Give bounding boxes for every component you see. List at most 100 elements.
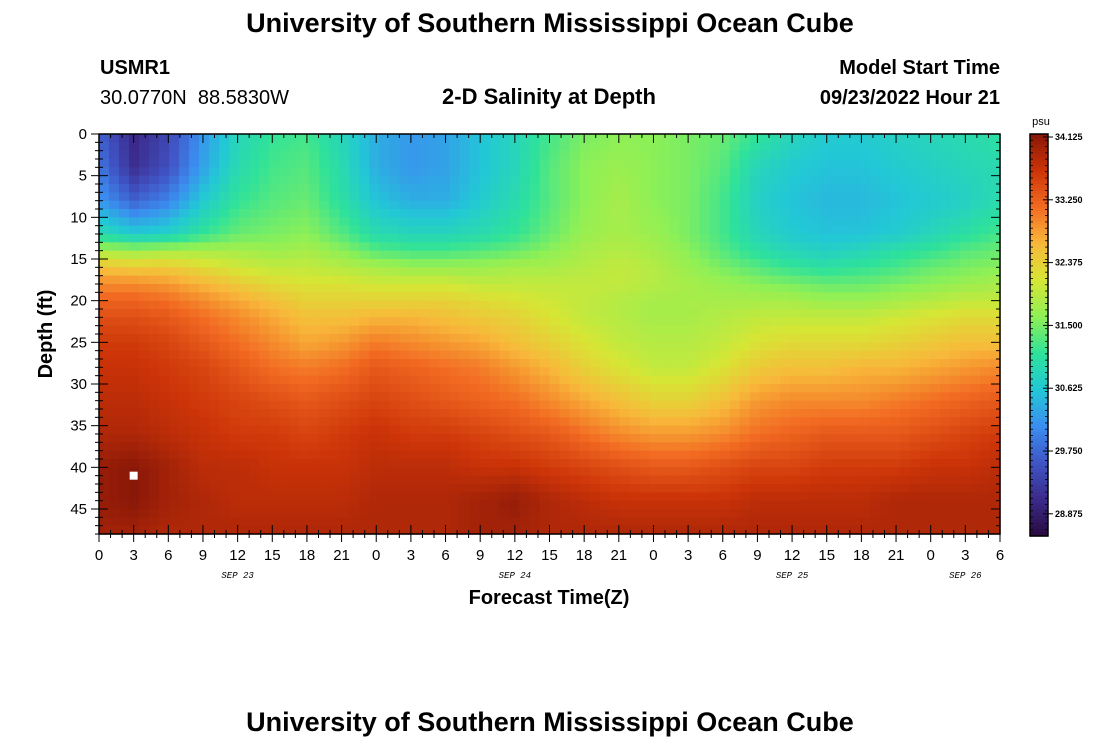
heatmap-cell bbox=[319, 517, 330, 527]
heatmap-cell bbox=[509, 384, 521, 393]
x-tick-label: 9 bbox=[476, 547, 484, 564]
heatmap-cell bbox=[109, 342, 120, 352]
heatmap-cell bbox=[199, 425, 210, 435]
heatmap-cell bbox=[369, 142, 380, 152]
heatmap-cell bbox=[859, 500, 871, 510]
colorbar-segment bbox=[1030, 160, 1048, 165]
heatmap-cell bbox=[119, 225, 130, 235]
heatmap-cell bbox=[479, 192, 491, 202]
heatmap-cell bbox=[979, 209, 991, 218]
heatmap-cell bbox=[729, 325, 741, 335]
heatmap-cell bbox=[539, 417, 551, 427]
colorbar-segment bbox=[1030, 137, 1048, 142]
heatmap-cell bbox=[909, 350, 921, 360]
heatmap-cell bbox=[599, 442, 611, 452]
heatmap-cell bbox=[429, 159, 440, 168]
heatmap-cell bbox=[379, 342, 390, 352]
heatmap-cell bbox=[349, 234, 360, 243]
heatmap-cell bbox=[589, 367, 601, 377]
heatmap-cell bbox=[269, 159, 280, 168]
heatmap-cell bbox=[769, 309, 781, 318]
heatmap-cell bbox=[989, 459, 1001, 468]
heatmap-cell bbox=[339, 167, 350, 177]
heatmap-cell bbox=[459, 434, 471, 443]
heatmap-cell bbox=[629, 175, 641, 185]
heatmap-cell bbox=[739, 317, 751, 327]
heatmap-cell bbox=[679, 150, 691, 160]
heatmap-cell bbox=[779, 425, 791, 435]
heatmap-cell bbox=[549, 425, 561, 435]
heatmap-cell bbox=[479, 500, 491, 510]
heatmap-cell bbox=[749, 217, 761, 227]
heatmap-cell bbox=[229, 492, 240, 502]
heatmap-cell bbox=[539, 350, 551, 360]
heatmap-cell bbox=[649, 134, 661, 143]
heatmap-cell bbox=[359, 259, 370, 268]
heatmap-cell bbox=[879, 150, 891, 160]
heatmap-cell bbox=[259, 234, 270, 243]
heatmap-cell bbox=[779, 150, 791, 160]
heatmap-cell bbox=[439, 284, 450, 293]
heatmap-cell bbox=[459, 417, 471, 427]
heatmap-cell bbox=[299, 292, 310, 302]
heatmap-cell bbox=[469, 442, 481, 452]
heatmap-cell bbox=[419, 492, 430, 502]
heatmap-cell bbox=[919, 250, 931, 260]
heatmap-cell bbox=[789, 242, 801, 252]
heatmap-cell bbox=[289, 267, 300, 277]
heatmap-cell bbox=[329, 334, 340, 343]
heatmap-cell bbox=[539, 150, 551, 160]
heatmap-cell bbox=[259, 400, 270, 410]
heatmap-cell bbox=[759, 359, 771, 368]
heatmap-cell bbox=[529, 309, 541, 318]
heatmap-cell bbox=[119, 209, 130, 218]
heatmap-cell bbox=[99, 334, 110, 343]
heatmap-cell bbox=[989, 167, 1001, 177]
heatmap-cell bbox=[699, 367, 711, 377]
heatmap-cell bbox=[129, 459, 140, 468]
heatmap-cell bbox=[579, 342, 591, 352]
heatmap-cell bbox=[799, 434, 811, 443]
heatmap-cell bbox=[119, 342, 130, 352]
heatmap-cell bbox=[959, 400, 971, 410]
heatmap-cell bbox=[99, 375, 110, 385]
heatmap-cell bbox=[989, 492, 1001, 502]
heatmap-cell bbox=[549, 259, 561, 268]
heatmap-cell bbox=[809, 150, 821, 160]
heatmap-cell bbox=[169, 159, 180, 168]
heatmap-cell bbox=[979, 475, 991, 485]
heatmap-cell bbox=[929, 200, 941, 210]
heatmap-cell bbox=[389, 134, 400, 143]
heatmap-cell bbox=[599, 267, 611, 277]
heatmap-cell bbox=[439, 517, 450, 527]
heatmap-cell bbox=[219, 417, 230, 427]
heatmap-cell bbox=[509, 350, 521, 360]
heatmap-cell bbox=[449, 409, 460, 418]
heatmap-cell bbox=[989, 509, 1001, 518]
heatmap-cell bbox=[499, 242, 511, 252]
heatmap-cell bbox=[669, 259, 681, 268]
heatmap-cell bbox=[869, 317, 881, 327]
heatmap-cell bbox=[189, 292, 200, 302]
heatmap-cell bbox=[419, 159, 430, 168]
heatmap-cell bbox=[469, 259, 481, 268]
heatmap-cell bbox=[919, 225, 931, 235]
heatmap-cell bbox=[529, 325, 541, 335]
heatmap-cell bbox=[349, 275, 360, 285]
heatmap-cell bbox=[239, 159, 250, 168]
heatmap-cell bbox=[279, 425, 290, 435]
heatmap-cell bbox=[279, 175, 290, 185]
x-tick-label: 0 bbox=[649, 547, 657, 564]
heatmap-cell bbox=[129, 192, 140, 202]
heatmap-cell bbox=[379, 442, 390, 452]
heatmap-cell bbox=[199, 459, 210, 468]
heatmap-cell bbox=[989, 417, 1001, 427]
heatmap-cell bbox=[769, 234, 781, 243]
heatmap-cell bbox=[209, 367, 220, 377]
heatmap-cell bbox=[619, 250, 631, 260]
heatmap-cell bbox=[719, 217, 731, 227]
heatmap-cell bbox=[849, 284, 861, 293]
heatmap-cell bbox=[799, 467, 811, 477]
heatmap-cell bbox=[709, 317, 721, 327]
heatmap-cell bbox=[429, 142, 440, 152]
